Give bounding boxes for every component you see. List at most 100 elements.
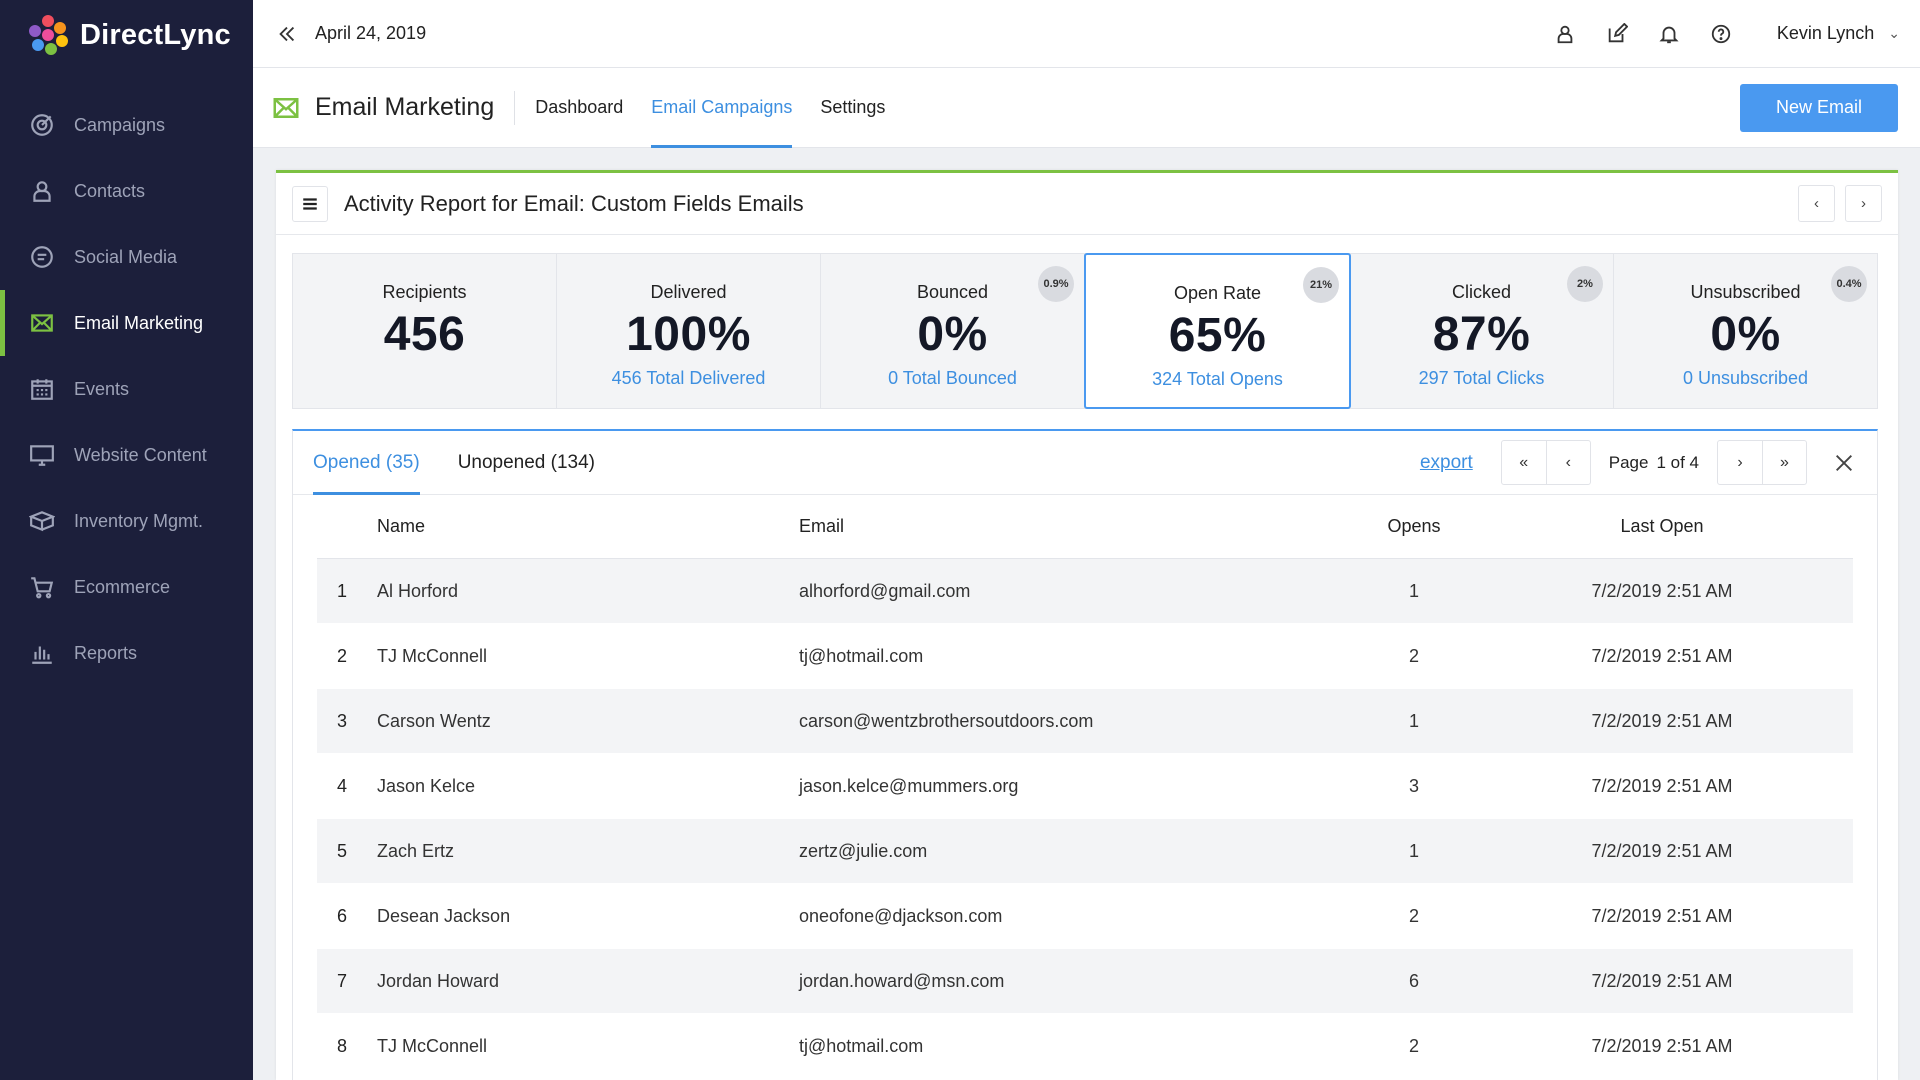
- cell-last-open: 7/2/2019 2:51 AM: [1591, 840, 1733, 861]
- next-page-button[interactable]: ›: [1718, 441, 1762, 484]
- sidebar-item-label: Social Media: [74, 246, 178, 267]
- sidebar-item-events[interactable]: Events: [0, 356, 253, 422]
- stat-value: 65%: [1168, 309, 1267, 362]
- stat-clicked[interactable]: 2% Clicked 87% 297 Total Clicks: [1350, 254, 1614, 408]
- table-row[interactable]: 8 TJ McConnell tj@hotmail.com 2 7/2/2019…: [317, 1014, 1853, 1079]
- table-row[interactable]: 5 Zach Ertz zertz@julie.com 1 7/2/2019 2…: [317, 819, 1853, 884]
- cell-last-open: 7/2/2019 2:51 AM: [1591, 905, 1733, 926]
- page-label: Page: [1608, 452, 1649, 472]
- user-menu[interactable]: Kevin Lynch ⌄: [1777, 23, 1900, 44]
- chevron-right-icon: ›: [1737, 453, 1743, 471]
- chat-icon: [28, 243, 56, 271]
- cell-last-open: 7/2/2019 2:51 AM: [1591, 710, 1733, 731]
- percent-badge: 21%: [1303, 267, 1339, 303]
- stats-row: Recipients 456 Delivered 100% 456 Total …: [292, 253, 1878, 409]
- table-row[interactable]: 3 Carson Wentz carson@wentzbrothersoutdo…: [317, 689, 1853, 754]
- cell-last-open: 7/2/2019 2:51 AM: [1591, 775, 1733, 796]
- sidebar-item-label: Reports: [74, 642, 138, 663]
- app-name: DirectLync: [80, 18, 231, 51]
- cell-opens: 2: [1408, 645, 1419, 666]
- row-number: 2: [337, 645, 348, 666]
- cell-opens: 3: [1408, 775, 1419, 796]
- stat-bounced[interactable]: 0.9% Bounced 0% 0 Total Bounced: [821, 254, 1085, 408]
- percent-badge: 0.9%: [1038, 266, 1074, 302]
- stat-label: Clicked: [1451, 282, 1512, 302]
- cell-name: Al Horford: [377, 580, 459, 601]
- collapse-sidebar-button[interactable]: [269, 16, 305, 52]
- row-number: 5: [337, 840, 348, 861]
- chevron-down-icon: ⌄: [1888, 25, 1900, 41]
- monitor-icon: [28, 441, 56, 469]
- bell-icon[interactable]: [1655, 20, 1683, 48]
- stat-unsubscribed[interactable]: 0.4% Unsubscribed 0% 0 Unsubscribed: [1614, 254, 1877, 408]
- new-email-button[interactable]: New Email: [1740, 83, 1898, 132]
- cell-name: Jason Kelce: [377, 775, 476, 796]
- cell-email: tj@hotmail.com: [799, 645, 924, 666]
- column-header-email[interactable]: Email: [799, 516, 845, 536]
- sidebar-item-inventory[interactable]: Inventory Mgmt.: [0, 488, 253, 554]
- table-row[interactable]: 4 Jason Kelce jason.kelce@mummers.org 3 …: [317, 754, 1853, 819]
- close-icon[interactable]: [1829, 448, 1859, 478]
- column-header-opens[interactable]: Opens: [1387, 516, 1441, 536]
- sidebar-item-label: Events: [74, 378, 130, 399]
- cell-name: Carson Wentz: [377, 710, 491, 731]
- sidebar-item-label: Website Content: [74, 444, 207, 465]
- tab-settings[interactable]: Settings: [820, 97, 886, 117]
- sidebar-item-website-content[interactable]: Website Content: [0, 422, 253, 488]
- sidebar-item-label: Inventory Mgmt.: [74, 510, 204, 531]
- sidebar-nav: Campaigns Contacts Social Media Email Ma…: [0, 92, 253, 686]
- prev-report-button[interactable]: ‹: [1798, 185, 1835, 222]
- cell-email: jordan.howard@msn.com: [799, 970, 1005, 991]
- top-bar: April 24, 2019 Kevin Lynch ⌄: [253, 0, 1920, 68]
- tab-opened[interactable]: Opened (35): [313, 431, 420, 495]
- sidebar-item-ecommerce[interactable]: Ecommerce: [0, 554, 253, 620]
- stat-value: 87%: [1432, 308, 1531, 361]
- sidebar-item-email-marketing[interactable]: Email Marketing: [0, 290, 253, 356]
- stat-delivered[interactable]: Delivered 100% 456 Total Delivered: [557, 254, 821, 408]
- stat-label: Bounced: [916, 282, 989, 302]
- stat-label: Open Rate: [1173, 283, 1262, 303]
- help-icon[interactable]: [1707, 20, 1735, 48]
- table-row[interactable]: 1 Al Horford alhorford@gmail.com 1 7/2/2…: [317, 559, 1853, 624]
- column-header-last-open[interactable]: Last Open: [1620, 516, 1704, 536]
- hamburger-icon: [303, 197, 317, 210]
- section-title: Email Marketing: [315, 90, 516, 125]
- edit-icon[interactable]: [1603, 20, 1631, 48]
- app-logo[interactable]: DirectLync: [0, 0, 253, 70]
- page-indicator: Page 1 of 4: [1609, 453, 1699, 473]
- stat-value: 100%: [626, 308, 751, 361]
- menu-button[interactable]: [292, 185, 328, 222]
- export-link[interactable]: export: [1419, 451, 1473, 473]
- next-report-button[interactable]: ›: [1845, 185, 1882, 222]
- table-row[interactable]: 6 Desean Jackson oneofone@djackson.com 2…: [317, 884, 1853, 949]
- profile-icon[interactable]: [1551, 20, 1579, 48]
- column-header-name[interactable]: Name: [377, 516, 426, 536]
- sidebar-item-campaigns[interactable]: Campaigns: [0, 92, 253, 158]
- stat-recipients[interactable]: Recipients 456: [293, 254, 557, 408]
- sidebar-item-label: Contacts: [74, 180, 146, 201]
- sidebar-item-contacts[interactable]: Contacts: [0, 158, 253, 224]
- stat-subtext: 0 Unsubscribed: [1682, 368, 1809, 388]
- stat-open-rate[interactable]: 21% Open Rate 65% 324 Total Opens: [1084, 253, 1351, 409]
- cell-opens: 1: [1408, 840, 1419, 861]
- last-page-button[interactable]: »: [1762, 441, 1806, 484]
- current-date: April 24, 2019: [315, 23, 427, 43]
- prev-page-button[interactable]: ‹: [1545, 441, 1590, 484]
- tab-unopened[interactable]: Unopened (134): [457, 451, 596, 473]
- tab-dashboard[interactable]: Dashboard: [535, 97, 624, 117]
- person-icon: [28, 177, 56, 205]
- box-icon: [28, 507, 56, 535]
- cell-email: carson@wentzbrothersoutdoors.com: [799, 710, 1094, 731]
- sidebar-item-social-media[interactable]: Social Media: [0, 224, 253, 290]
- tab-email-campaigns[interactable]: Email Campaigns: [637, 68, 806, 148]
- stat-value: 0%: [917, 308, 988, 361]
- sidebar-item-label: Email Marketing: [74, 312, 204, 333]
- cell-opens: 2: [1408, 905, 1419, 926]
- sidebar-item-reports[interactable]: Reports: [0, 620, 253, 686]
- first-page-button[interactable]: «: [1502, 441, 1546, 484]
- table-row[interactable]: 7 Jordan Howard jordan.howard@msn.com 6 …: [317, 949, 1853, 1014]
- table-row[interactable]: 2 TJ McConnell tj@hotmail.com 2 7/2/2019…: [317, 624, 1853, 689]
- stat-subtext: 456 Total Delivered: [611, 368, 766, 388]
- double-chevron-left-icon: [279, 26, 295, 41]
- percent-badge: 2%: [1567, 266, 1603, 302]
